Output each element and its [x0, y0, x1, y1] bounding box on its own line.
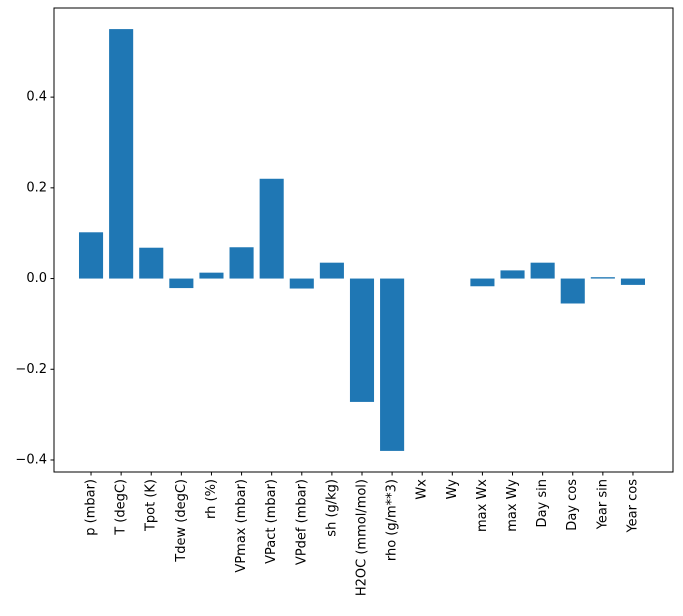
bar: [109, 29, 134, 279]
bar: [620, 278, 646, 285]
x-tick-label: Year sin: [595, 479, 610, 530]
bar: [590, 277, 615, 279]
y-tick-label: −0.4: [15, 452, 47, 467]
x-tick-label: max Wy: [505, 479, 520, 532]
x-tick-label: VPmax (mbar): [234, 479, 249, 573]
x-tick-label: Tpot (K): [144, 479, 159, 532]
x-tick-label: Year cos: [625, 479, 640, 534]
x-tick-label: Wx: [415, 479, 430, 500]
x-tick-label: Day sin: [535, 479, 550, 527]
plot-area: [54, 8, 673, 472]
x-tick-label: Day cos: [565, 479, 580, 531]
bar: [349, 278, 375, 402]
bar: [169, 278, 194, 289]
bar: [289, 278, 314, 289]
bar: [530, 262, 555, 279]
bar: [199, 272, 224, 279]
bar: [229, 247, 254, 279]
axes-frame: [53, 7, 674, 473]
x-tick-label: Tdew (degC): [174, 479, 189, 563]
x-tick-label: p (mbar): [84, 479, 99, 536]
x-tick-label: T (degC): [114, 479, 129, 536]
bar: [560, 278, 585, 304]
x-tick-label: VPact (mbar): [264, 479, 279, 564]
x-tick-label: Wy: [445, 479, 460, 500]
bar: [470, 278, 495, 287]
x-tick-label: VPdef (mbar): [294, 479, 309, 565]
x-tick-label: H2OC (mmol/mol): [354, 479, 369, 596]
bar: [259, 178, 284, 279]
x-tick-label: sh (g/kg): [324, 479, 339, 537]
x-tick-label: rho (g/m**3): [385, 479, 400, 561]
bar: [139, 247, 164, 279]
y-tick-label: 0.0: [26, 271, 47, 286]
y-tick-label: −0.2: [15, 362, 47, 377]
bar: [78, 232, 104, 279]
bar: [380, 278, 405, 451]
x-tick-label: rh (%): [204, 479, 219, 519]
x-tick-label: max Wx: [475, 479, 490, 532]
bar: [500, 270, 525, 279]
bar: [319, 262, 344, 279]
y-tick-label: 0.4: [26, 90, 47, 105]
y-tick-label: 0.2: [26, 180, 47, 195]
